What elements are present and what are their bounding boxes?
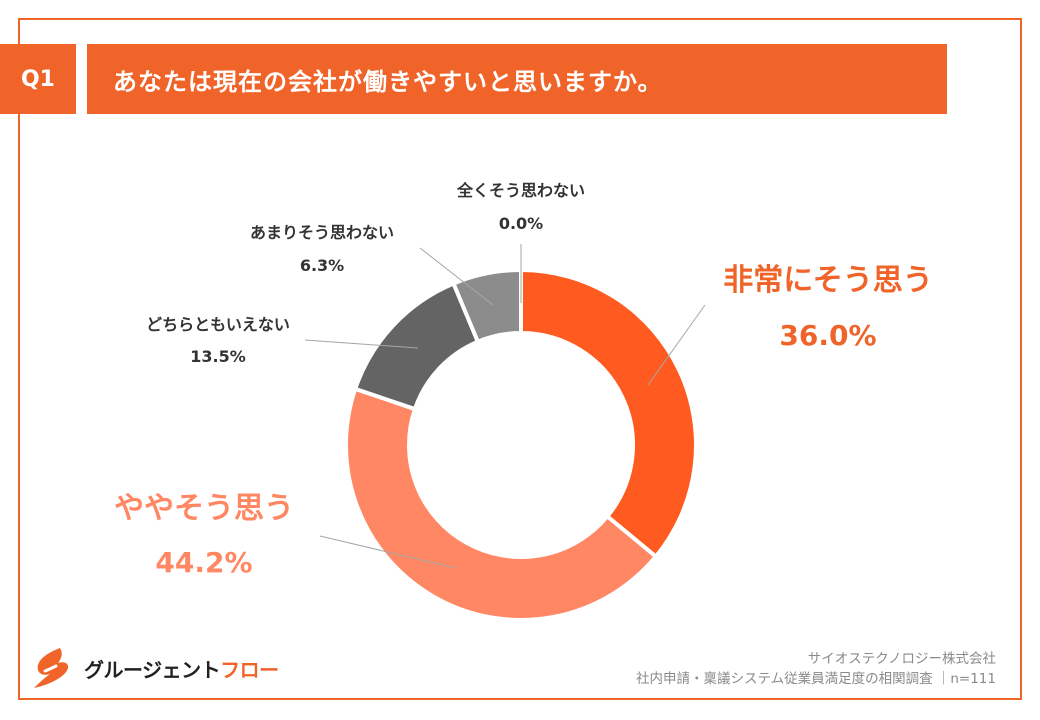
question-title: あなたは現在の会社が働きやすいと思いますか。 (87, 44, 947, 114)
slice-value-strongly-disagree: 0.0% (499, 214, 543, 233)
slice-value-neutral: 13.5% (190, 347, 246, 366)
brand-name-dark: グルージェント (84, 657, 221, 682)
leader-line-somewhat-disagree (419, 247, 494, 306)
slice-label-very-much-agree: 非常にそう思う (723, 263, 932, 298)
brand-logo: グルージェントフロー (30, 646, 279, 690)
brand-name: グルージェントフロー (84, 654, 279, 683)
flame-logo-icon (34, 648, 69, 688)
slice-label-somewhat-disagree: あまりそう思わない (250, 223, 394, 242)
credit-company: サイオステクノロジー株式会社 (807, 651, 996, 667)
slice-somewhat-agree (344, 386, 658, 622)
brand-name-accent: フロー (220, 657, 279, 682)
slice-label-somewhat-agree: ややそう思う (114, 491, 294, 526)
slice-label-strongly-disagree: 全くそう思わない (456, 181, 585, 200)
slice-value-very-much-agree: 36.0% (779, 319, 876, 352)
leader-line-very-much-agree (647, 304, 706, 386)
question-number-badge: Q1 (0, 44, 76, 114)
slice-label-neutral: どちらともいえない (146, 315, 290, 334)
slice-very-much-agree (519, 268, 698, 559)
slice-value-somewhat-disagree: 6.3% (300, 256, 344, 275)
credit-survey: 社内申請・稟議システム従業員満足度の相関調査 ｜n=111 (635, 671, 996, 687)
leader-line-somewhat-agree (319, 535, 456, 569)
leader-line-neutral (304, 339, 419, 349)
slice-value-somewhat-agree: 44.2% (155, 546, 252, 579)
